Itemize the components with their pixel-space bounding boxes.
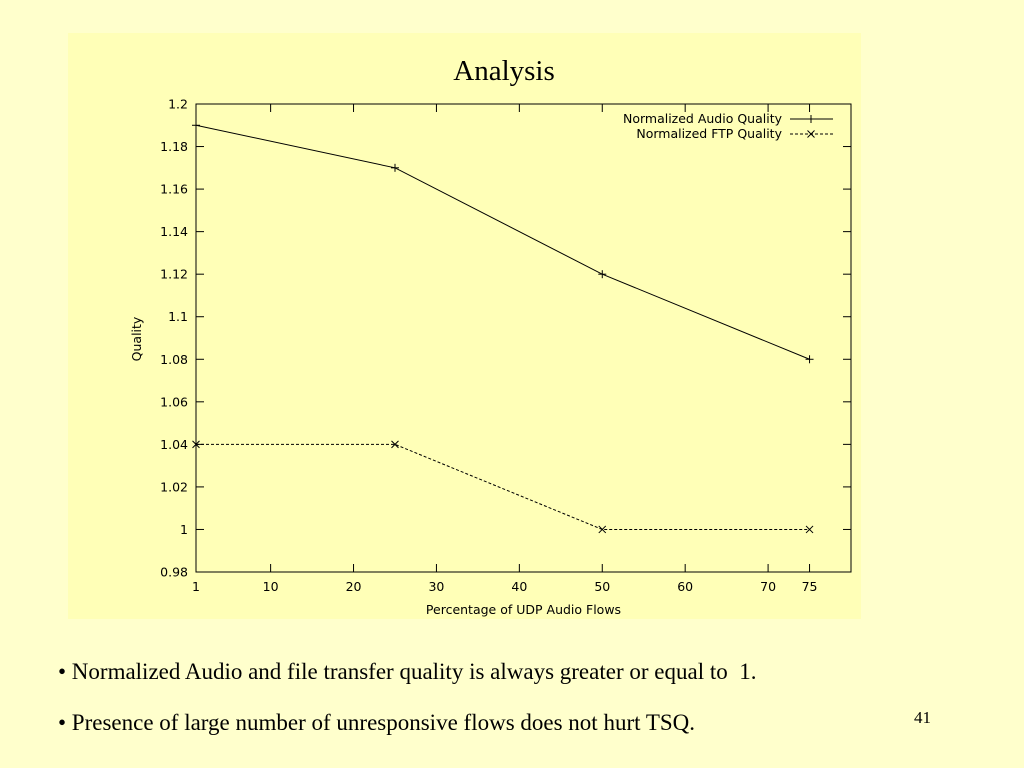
x-tick-label: 50: [594, 579, 610, 594]
y-tick-label: 1.16: [160, 182, 188, 197]
chart-panel: Analysis 1.2 1.18 1.16 1.14 1.12 1.1 1.08 1.06 1.…: [68, 33, 861, 619]
series-2-point: [805, 525, 814, 534]
y-tick-label: 1.12: [160, 267, 188, 282]
x-tick-label: 1: [192, 579, 200, 594]
y-axis-label: Quality: [129, 316, 144, 361]
x-tick-label: 20: [346, 579, 362, 594]
y-tick-label: 1.08: [160, 352, 188, 367]
x-tick-label: 75: [802, 579, 818, 594]
x-tick-label: 30: [428, 579, 444, 594]
x-tick-label: 10: [263, 579, 279, 594]
y-tick-label: 1.1: [168, 309, 188, 324]
bullet-point-1: • Normalized Audio and file transfer qua…: [58, 659, 757, 684]
y-tick-label: 0.98: [160, 565, 188, 580]
legend-label-1: Normalized Audio Quality: [623, 111, 783, 126]
bullet-point-2: • Presence of large number of unresponsi…: [58, 710, 696, 735]
series-2-point: [391, 440, 399, 449]
series-line-2: [196, 443, 810, 530]
series-2-point: [192, 440, 200, 449]
y-tick-label: 1.02: [160, 479, 188, 494]
series-2-point: [598, 525, 607, 534]
y-tick-label: 1.04: [160, 437, 188, 452]
y-tick-label: 1.2: [168, 97, 188, 112]
legend-label-2: Normalized FTP Quality: [636, 126, 782, 141]
slide-number: 41: [914, 708, 931, 727]
y-tick-label: 1.18: [160, 139, 188, 154]
y-tick-label: 1.06: [160, 394, 188, 409]
series-line-1: [195, 124, 810, 360]
x-tick-label: 60: [677, 579, 693, 594]
chart-title: Analysis: [453, 55, 555, 87]
plot-frame: [195, 103, 852, 573]
legend-marker-2: [807, 130, 815, 138]
y-tick-label: 1.14: [160, 224, 188, 239]
x-axis-label: Percentage of UDP Audio Flows: [426, 602, 621, 617]
y-tick-label: 1: [180, 522, 188, 537]
x-tick-label: 40: [511, 579, 527, 594]
line-chart: Analysis 1.2 1.18 1.16 1.14 1.12 1.1 1.08 1.06 1.…: [129, 55, 852, 617]
x-tick-label: 70: [760, 579, 776, 594]
